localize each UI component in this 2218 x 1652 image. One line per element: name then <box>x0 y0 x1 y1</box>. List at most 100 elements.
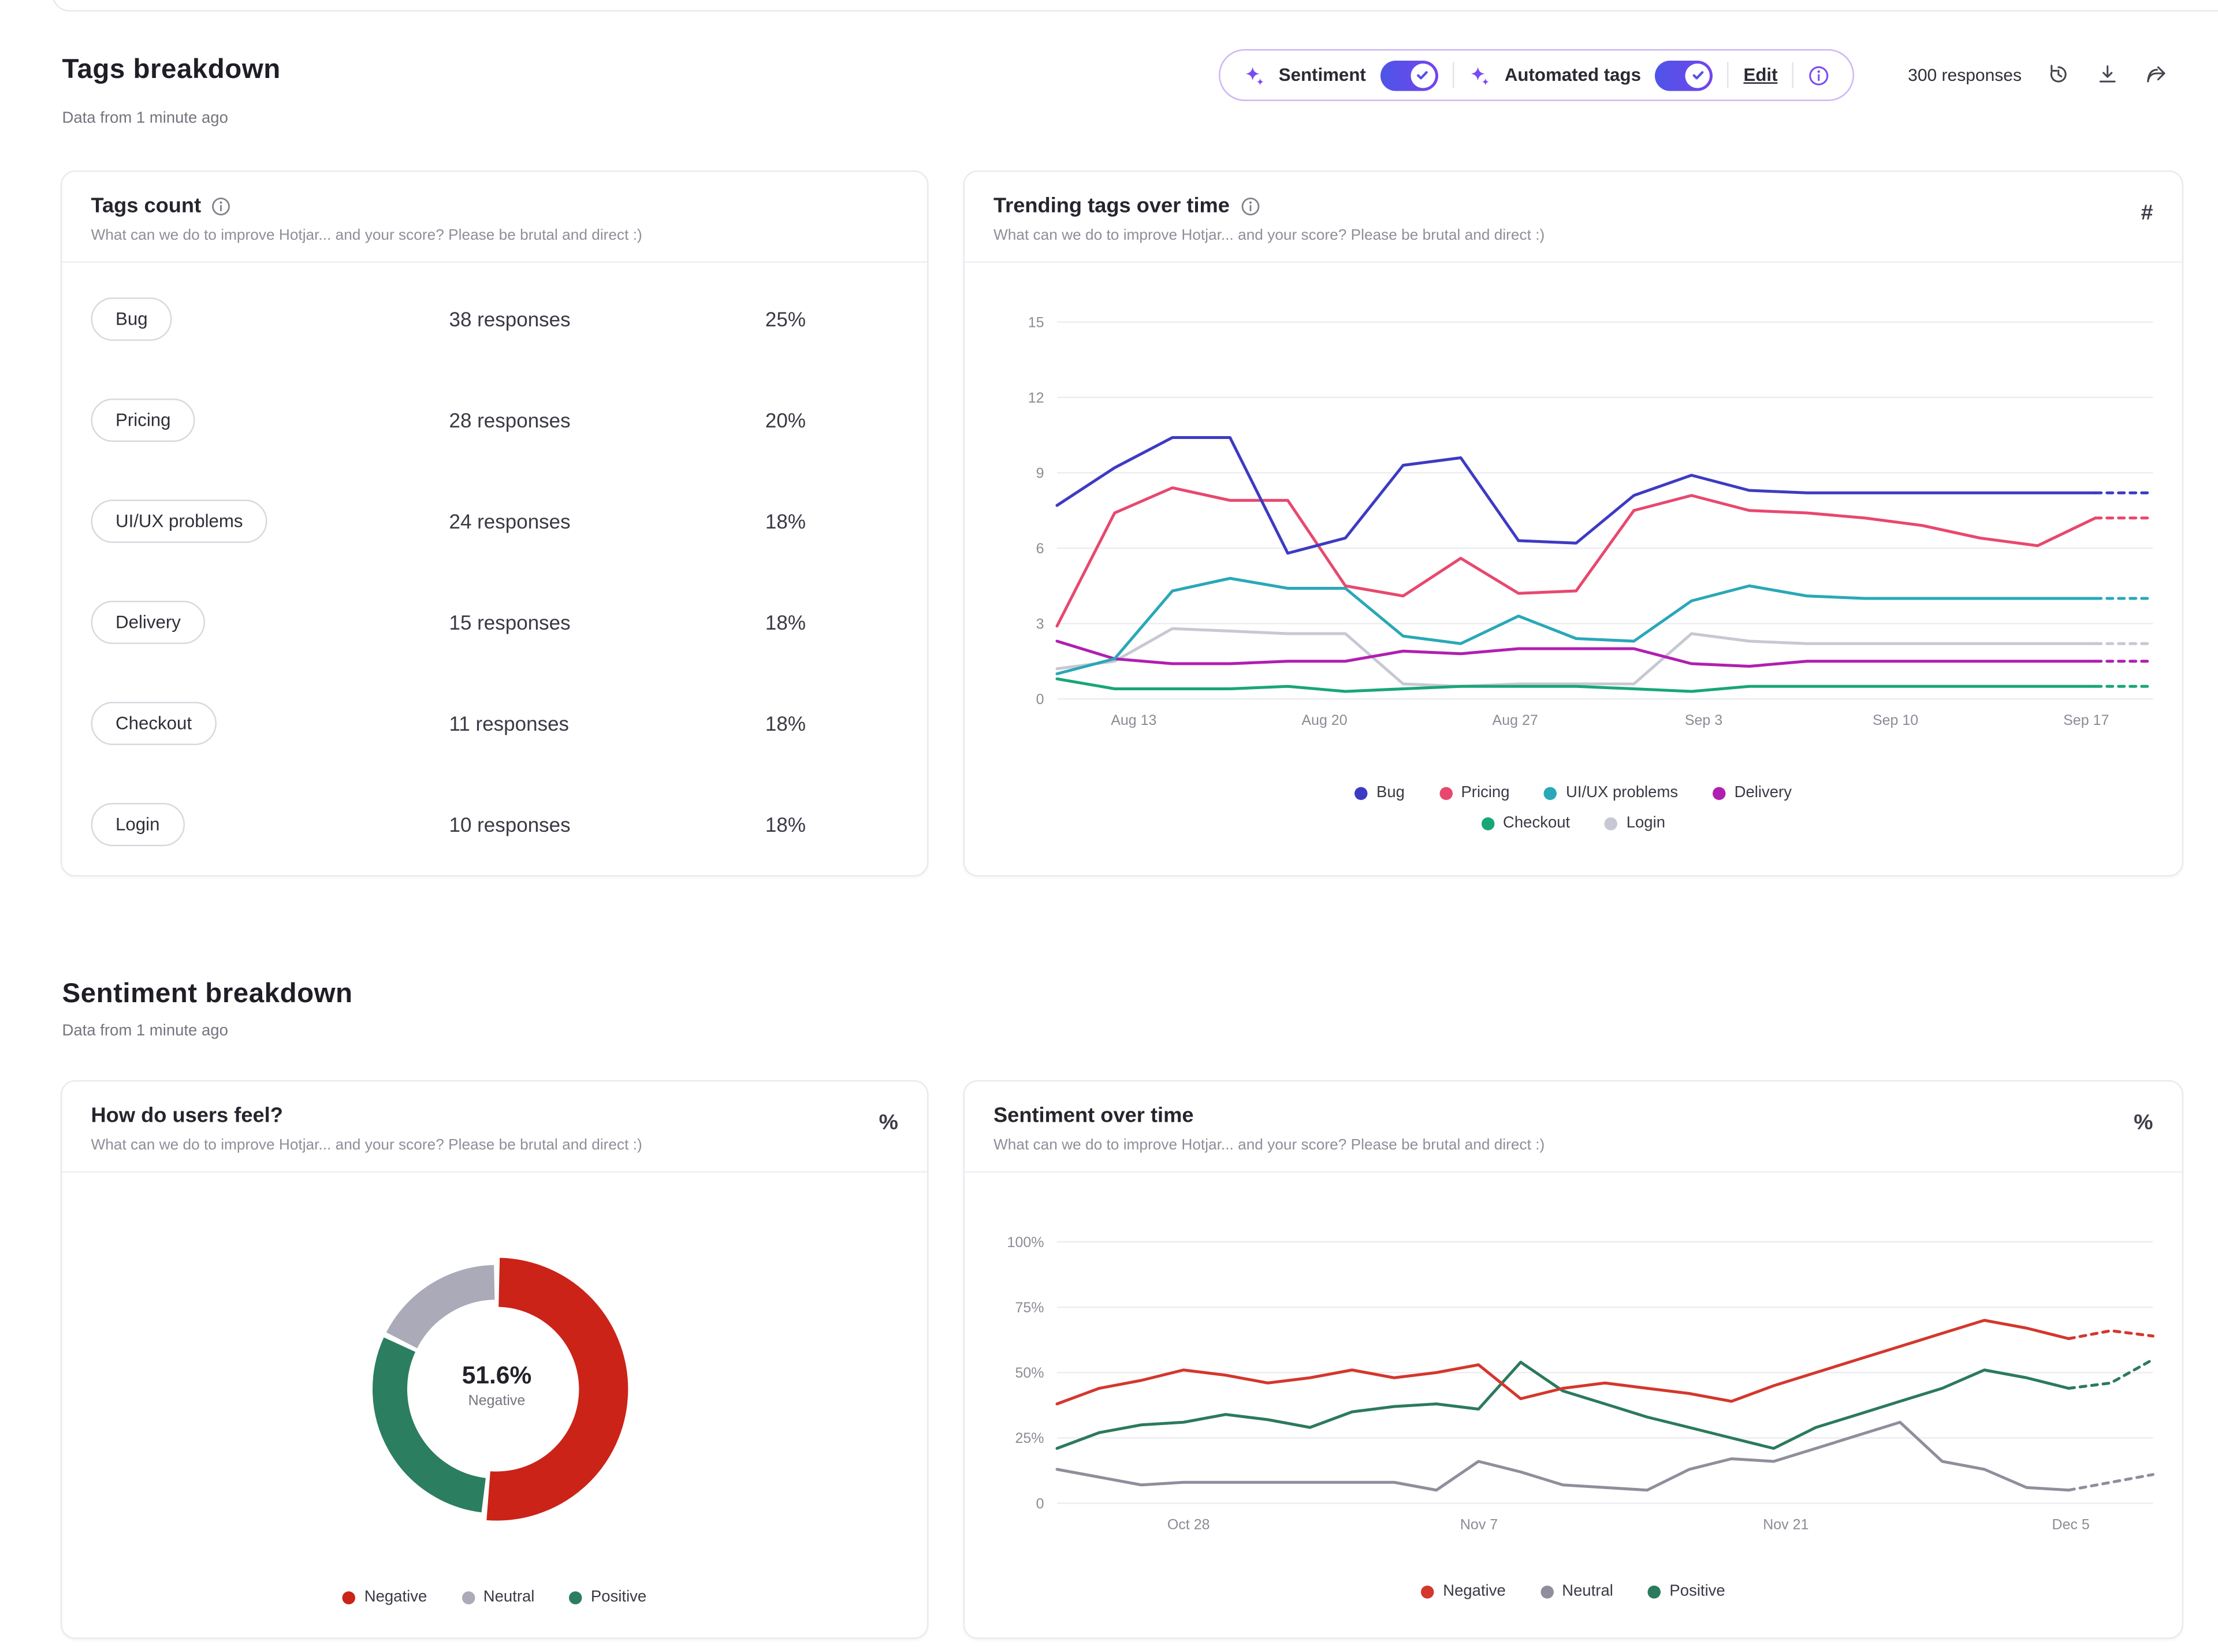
tag-pill[interactable]: Pricing <box>91 399 196 442</box>
legend-dot <box>1354 786 1368 799</box>
tag-pill[interactable]: Login <box>91 803 184 846</box>
legend-dot <box>343 1590 356 1604</box>
tags-breakdown-updated: Data from 1 minute ago <box>62 110 228 127</box>
info-icon[interactable] <box>211 196 232 217</box>
tag-pill[interactable]: Bug <box>91 297 173 341</box>
legend-dot <box>462 1590 475 1604</box>
legend-label: Negative <box>1443 1583 1506 1600</box>
legend-item[interactable]: UI/UX problems <box>1544 784 1679 802</box>
legend-item[interactable]: Positive <box>569 1588 646 1606</box>
divider <box>1727 62 1729 88</box>
tag-responses: 15 responses <box>449 611 571 634</box>
info-icon[interactable] <box>1240 196 1260 217</box>
tag-pill[interactable]: UI/UX problems <box>91 500 268 543</box>
legend-item[interactable]: Bug <box>1354 784 1405 802</box>
previous-card-edge <box>52 0 2218 12</box>
sentiment-toggle[interactable] <box>1380 59 1438 91</box>
automated-tags-toggle[interactable] <box>1655 59 1713 91</box>
legend-label: Checkout <box>1502 814 1571 832</box>
table-row: Delivery 15 responses 18% <box>62 572 928 673</box>
card-header: Sentiment over time What can we do to im… <box>965 1082 2182 1173</box>
legend-item[interactable]: Neutral <box>462 1588 534 1606</box>
divider <box>1452 62 1454 88</box>
table-row: Pricing 28 responses 20% <box>62 370 928 471</box>
legend-item[interactable]: Login <box>1605 814 1665 832</box>
legend-label: Pricing <box>1461 784 1510 802</box>
sparkle-icon <box>1242 64 1264 86</box>
count-unit-button[interactable]: # <box>2141 200 2153 226</box>
legend-item[interactable]: Negative <box>1421 1583 1506 1600</box>
tag-percent: 18% <box>765 712 806 735</box>
svg-text:50%: 50% <box>1015 1365 1044 1381</box>
tag-pill[interactable]: Delivery <box>91 601 206 644</box>
ai-controls-pill: Sentiment Automated tags Edit <box>1218 49 1854 101</box>
legend-item[interactable]: Neutral <box>1540 1583 1613 1600</box>
legend-dot <box>1439 786 1453 799</box>
automated-tags-toggle-label: Automated tags <box>1504 65 1641 85</box>
legend-item[interactable]: Checkout <box>1481 814 1570 832</box>
legend-dot <box>569 1590 582 1604</box>
legend-label: Neutral <box>483 1588 535 1606</box>
tag-rows: Bug 38 responses 25% Pricing 28 response… <box>62 269 928 875</box>
sentiment-over-time-card: Sentiment over time What can we do to im… <box>963 1080 2183 1639</box>
info-icon[interactable] <box>1808 64 1830 86</box>
share-icon[interactable] <box>2145 62 2169 87</box>
sentiment-breakdown-title: Sentiment breakdown <box>62 979 353 1010</box>
svg-text:Aug 20: Aug 20 <box>1301 712 1347 728</box>
svg-text:0: 0 <box>1036 1495 1044 1512</box>
edit-tags-link[interactable]: Edit <box>1743 65 1778 85</box>
trending-tags-chart: 0 3 6 9 12 15 Aug 13 Aug 20 Aug 27 Sep 3 Sep 10 Sep… <box>1028 314 2154 728</box>
download-icon[interactable] <box>2096 62 2120 87</box>
percent-unit-button[interactable]: % <box>2134 1110 2153 1136</box>
svg-text:3: 3 <box>1036 616 1044 632</box>
legend-item[interactable]: Delivery <box>1713 784 1792 802</box>
svg-text:100%: 100% <box>1007 1234 1044 1251</box>
svg-text:Oct 28: Oct 28 <box>1167 1517 1210 1533</box>
svg-text:Sep 17: Sep 17 <box>2063 712 2109 728</box>
card-header: Trending tags over time What can we do t… <box>965 172 2182 263</box>
table-row: Bug 38 responses 25% <box>62 269 928 370</box>
tag-responses: 28 responses <box>449 408 571 432</box>
legend-label: Delivery <box>1734 784 1792 802</box>
legend-label: Negative <box>364 1588 427 1606</box>
legend-label: Neutral <box>1562 1583 1613 1600</box>
tag-pill[interactable]: Checkout <box>91 702 217 745</box>
legend-item[interactable]: Pricing <box>1439 784 1510 802</box>
legend-item[interactable]: Negative <box>343 1588 427 1606</box>
tag-responses: 38 responses <box>449 307 571 331</box>
legend-dot <box>1647 1584 1661 1598</box>
card-subtitle: What can we do to improve Hotjar... and … <box>993 226 1545 244</box>
svg-text:Nov 7: Nov 7 <box>1460 1517 1498 1533</box>
percent-unit-button[interactable]: % <box>879 1110 898 1136</box>
legend-label: Bug <box>1376 784 1405 802</box>
donut-center-label: 51.6% Negative <box>410 1362 583 1410</box>
sentiment-donut-chart <box>373 1257 628 1521</box>
legend-item[interactable]: Positive <box>1647 1583 1725 1600</box>
legend-label: Positive <box>590 1588 647 1606</box>
table-row: Login 10 responses 18% <box>62 774 928 875</box>
card-subtitle: What can we do to improve Hotjar... and … <box>91 226 642 244</box>
legend-dot <box>1540 1584 1554 1598</box>
svg-text:Sep 10: Sep 10 <box>1873 712 1918 728</box>
svg-text:Aug 13: Aug 13 <box>1111 712 1156 728</box>
history-icon[interactable] <box>2046 62 2071 87</box>
card-subtitle: What can we do to improve Hotjar... and … <box>993 1136 1545 1154</box>
sentiment-over-time-chart: 0 25% 50% 75% 100% Oct 28 Nov 7 Nov 21 Dec 5 <box>1007 1234 2154 1533</box>
sparkle-icon <box>1468 64 1490 86</box>
tag-percent: 25% <box>765 307 806 331</box>
tag-percent: 18% <box>765 509 806 533</box>
table-row: Checkout 11 responses 18% <box>62 673 928 774</box>
toggle-check-icon <box>1411 62 1435 88</box>
svg-text:9: 9 <box>1036 465 1044 481</box>
svg-text:0: 0 <box>1036 691 1044 708</box>
tag-percent: 20% <box>765 408 806 432</box>
trending-legend: Bug Pricing UI/UX problems Delivery Chec… <box>965 784 2182 832</box>
legend-label: Login <box>1626 814 1666 832</box>
legend-label: UI/UX problems <box>1566 784 1679 802</box>
divider <box>1792 62 1793 88</box>
donut-value: 51.6% <box>462 1361 532 1390</box>
card-title: Trending tags over time <box>993 195 1230 218</box>
sentiment-breakdown-updated: Data from 1 minute ago <box>62 1022 228 1040</box>
legend-dot <box>1421 1584 1435 1598</box>
